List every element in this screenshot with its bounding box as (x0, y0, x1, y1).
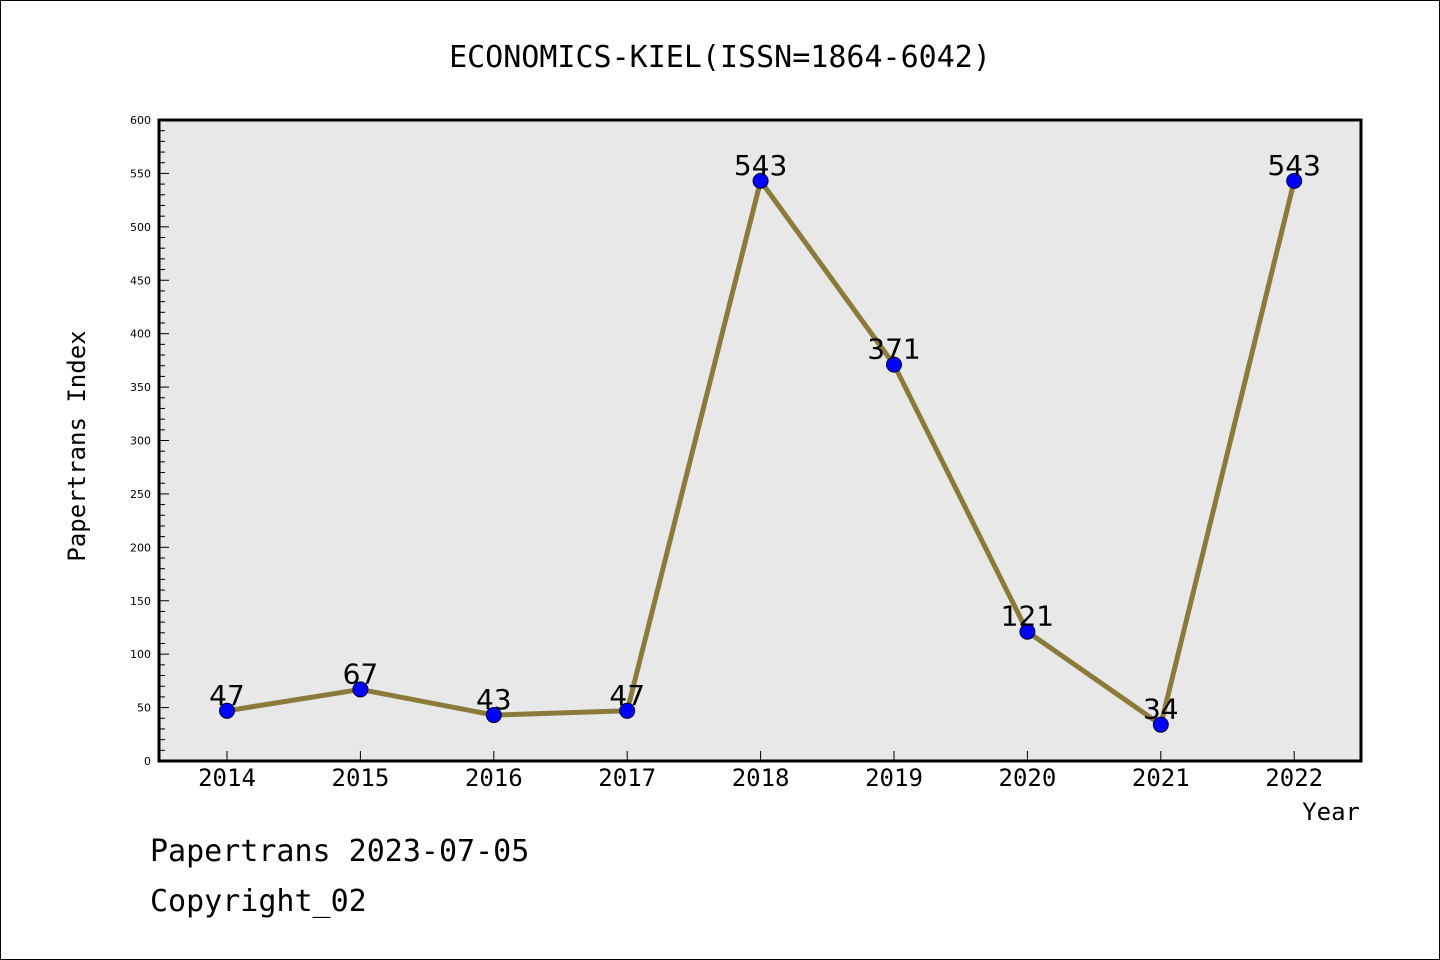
y-tick-label: 350 (130, 381, 151, 394)
data-point (1286, 172, 1303, 189)
y-tick-label: 500 (130, 221, 151, 234)
data-label: 47 (209, 679, 245, 712)
data-label: 34 (1143, 693, 1179, 726)
data-label: 121 (1001, 600, 1054, 633)
y-axis: 0 50 100 150 200 250 300 350 400 450 500 550 600 (130, 114, 169, 768)
data-point (619, 702, 636, 719)
data-point (1019, 623, 1036, 640)
y-tick-label: 450 (130, 274, 151, 287)
data-label: 543 (734, 149, 787, 182)
x-tick-label: 2018 (732, 764, 790, 792)
x-axis: 2014 2015 2016 2017 2018 2019 2020 2021 2022 (198, 751, 1323, 792)
data-point (352, 681, 369, 698)
y-axis-label: Papertrans Index (63, 330, 91, 561)
data-point (886, 356, 902, 373)
x-tick-label: 2020 (999, 764, 1057, 792)
plot-area (157, 118, 1363, 763)
y-tick-label: 600 (130, 114, 151, 127)
y-tick-label: 400 (130, 328, 151, 341)
x-tick-label: 2016 (465, 764, 523, 792)
data-point (485, 707, 502, 724)
data-point (752, 172, 769, 189)
x-tick-label: 2015 (332, 764, 390, 792)
x-tick-label: 2017 (598, 764, 656, 792)
data-label: 47 (609, 679, 645, 712)
x-axis-label: Year (1302, 798, 1360, 826)
x-tick-label: 2019 (865, 764, 923, 792)
footer-copyright: Copyright_02 (150, 884, 367, 919)
chart-title: ECONOMICS-KIEL(ISSN=1864-6042) (449, 40, 991, 75)
data-point (1152, 716, 1169, 733)
series-group: 47 67 43 47 543 371 121 34 543 (209, 149, 1321, 733)
y-tick-label: 100 (130, 648, 151, 661)
data-label: 371 (867, 333, 920, 366)
data-label: 543 (1267, 149, 1320, 182)
footer-date: Papertrans 2023-07-05 (150, 834, 530, 869)
y-tick-label: 50 (137, 702, 151, 715)
y-tick-label: 150 (130, 595, 151, 608)
y-tick-label: 250 (130, 488, 151, 501)
data-label: 43 (476, 683, 512, 716)
y-tick-label: 550 (130, 167, 151, 180)
data-point (219, 702, 235, 719)
y-tick-label: 0 (144, 755, 151, 768)
data-label: 67 (343, 657, 379, 690)
x-tick-label: 2014 (198, 764, 256, 792)
y-tick-label: 200 (130, 541, 151, 554)
x-tick-label: 2021 (1132, 764, 1190, 792)
x-tick-label: 2022 (1265, 764, 1323, 792)
y-tick-label: 300 (130, 435, 151, 448)
